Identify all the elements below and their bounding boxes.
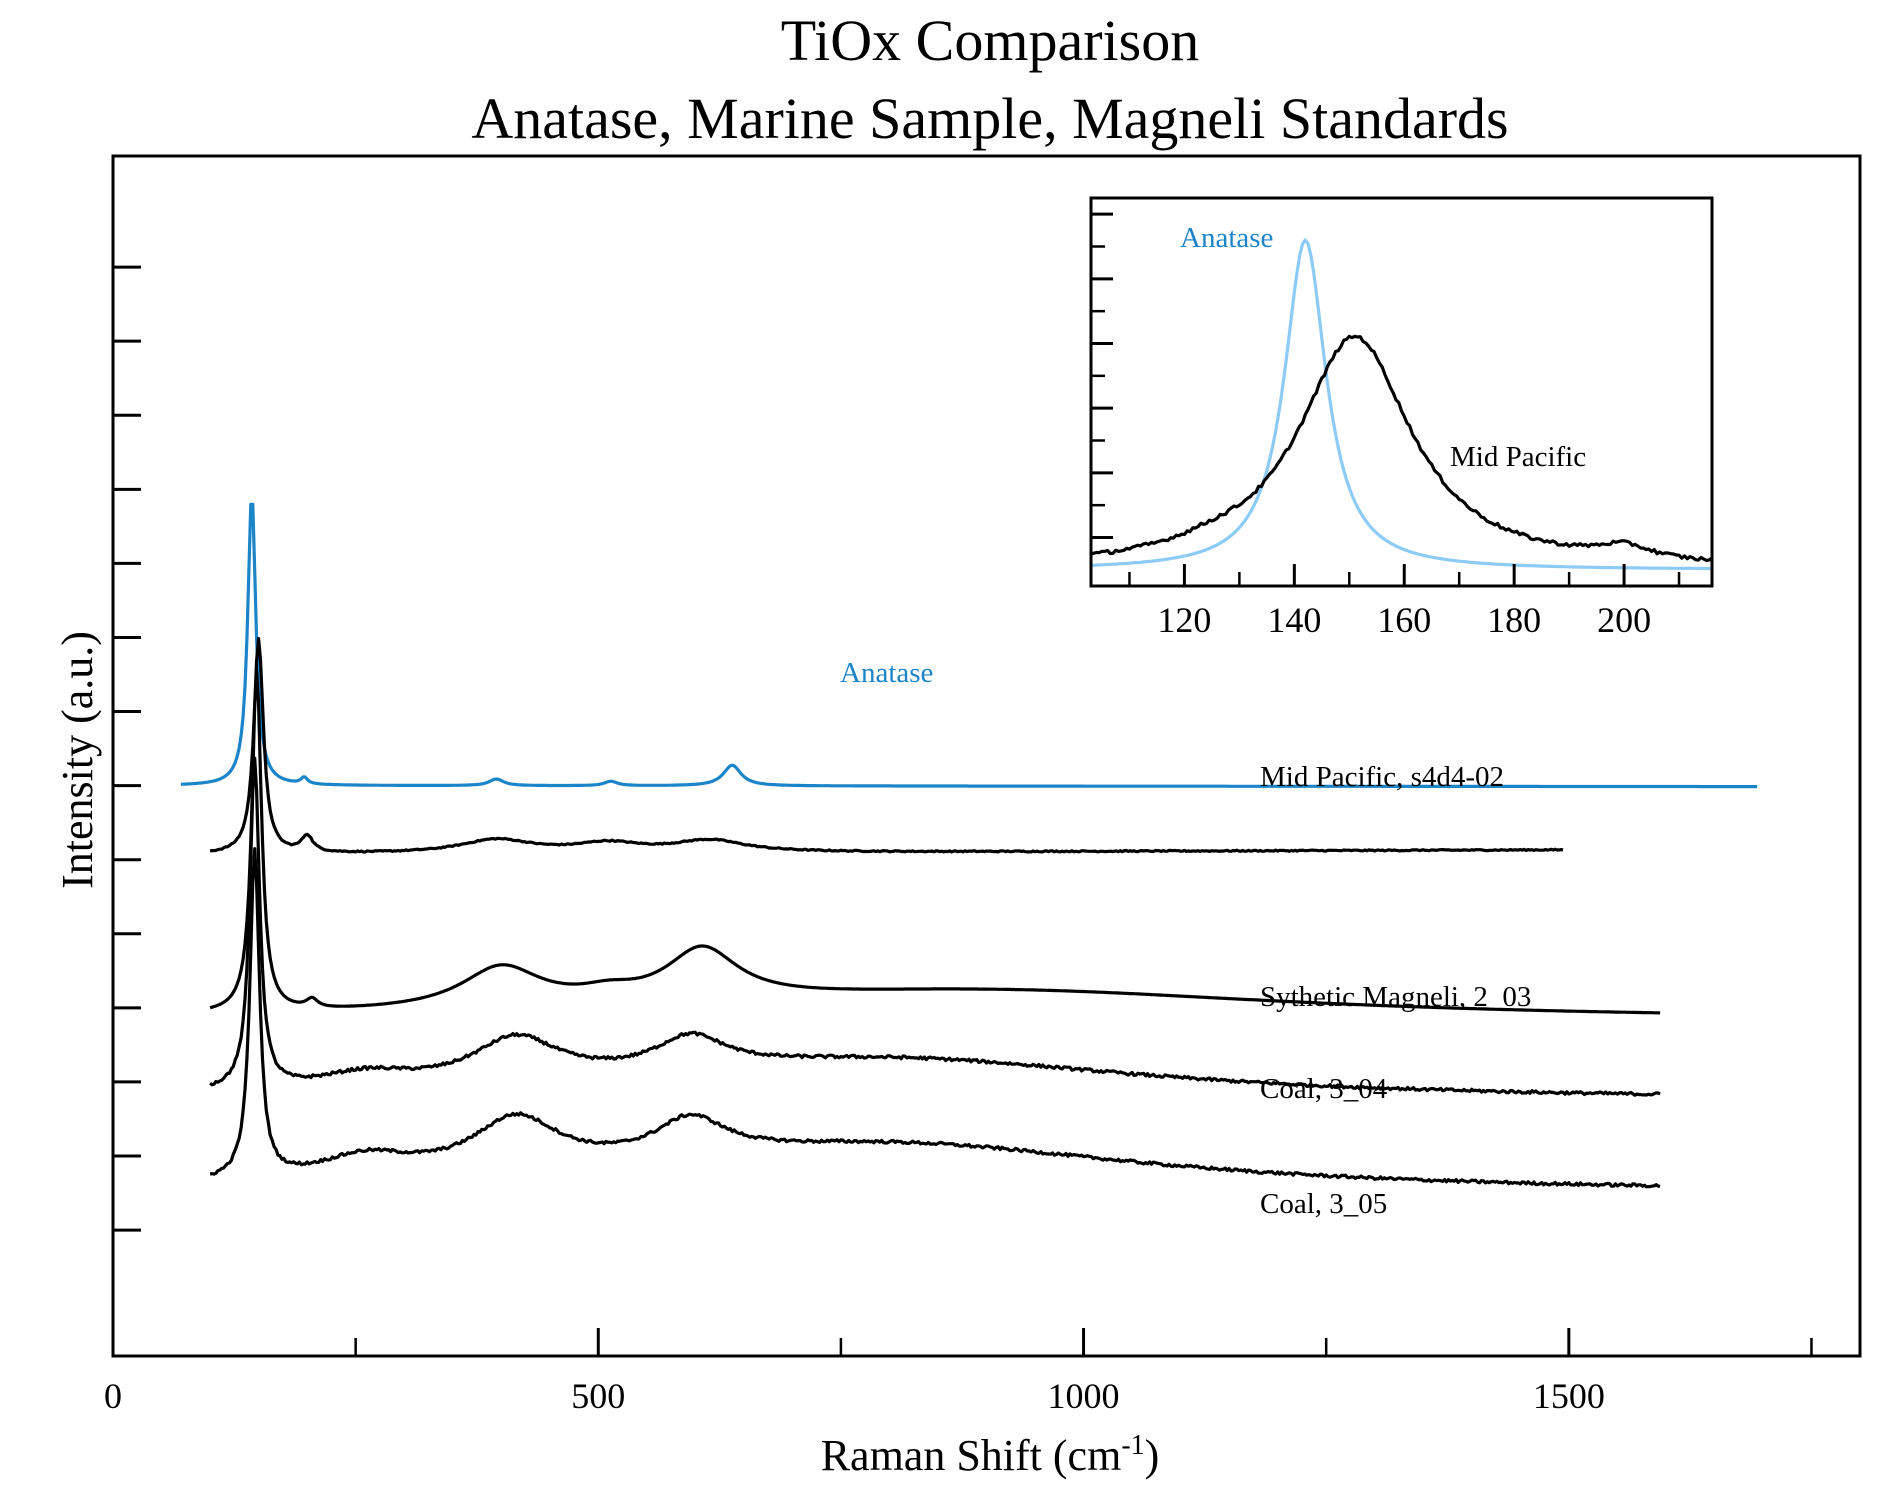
inset-ticks: 120 140 160 180 200: [1091, 212, 1681, 640]
main-x-tick-label: 0: [104, 1376, 122, 1416]
label-anatase: Anatase: [840, 657, 933, 689]
main-x-tick-label: 1000: [1048, 1376, 1120, 1416]
main-x-tick-label: 500: [571, 1376, 625, 1416]
label-coal-3-05: Coal, 3_05: [1260, 1188, 1387, 1220]
inset-x-tick-label: 160: [1377, 600, 1431, 640]
main-series-line-4: [209, 847, 1661, 1189]
inset-series-group: [1090, 238, 1713, 571]
chart-subtitle: Anatase, Marine Sample, Magneli Standard…: [471, 86, 1508, 151]
inset-plot-frame: [1089, 196, 1714, 588]
main-series-line-0: [180, 502, 1758, 789]
x-axis-label-suffix: ): [1145, 1431, 1160, 1480]
inset-series-line-0: [1090, 238, 1713, 571]
inset-x-tick-label: 180: [1487, 600, 1541, 640]
label-synthetic-magneli: Sythetic Magneli, 2_03: [1260, 981, 1531, 1013]
main-series-line-3: [209, 756, 1661, 1097]
inset-label-anatase: Anatase: [1180, 222, 1273, 254]
inset-x-tick-label: 200: [1597, 600, 1651, 640]
label-coal-3-04: Coal, 3_04: [1260, 1073, 1388, 1105]
x-axis-label-main: Raman Shift (cm: [821, 1431, 1122, 1480]
main-series-line-1: [209, 637, 1564, 854]
main-series-line-2: [209, 669, 1661, 1015]
main-ticks: 0 500 1000 1500: [104, 265, 1813, 1416]
y-axis-label: Intensity (a.u.): [53, 631, 102, 889]
inset-x-tick-label: 140: [1267, 600, 1321, 640]
inset-label-mid-pacific: Mid Pacific: [1450, 441, 1586, 473]
main-plot-frame: [111, 154, 1862, 1358]
main-x-tick-label: 1500: [1533, 1376, 1605, 1416]
inset-series-line-1: [1090, 334, 1713, 562]
chart-title: TiOx Comparison: [781, 8, 1199, 73]
x-axis-label-sup: -1: [1121, 1430, 1144, 1461]
label-mid-pacific: Mid Pacific, s4d4-02: [1260, 761, 1504, 793]
main-series-group: [180, 502, 1758, 1189]
inset-x-tick-label: 120: [1157, 600, 1211, 640]
inset-background: [1091, 198, 1712, 586]
x-axis-label: Raman Shift (cm-1): [821, 1430, 1160, 1480]
